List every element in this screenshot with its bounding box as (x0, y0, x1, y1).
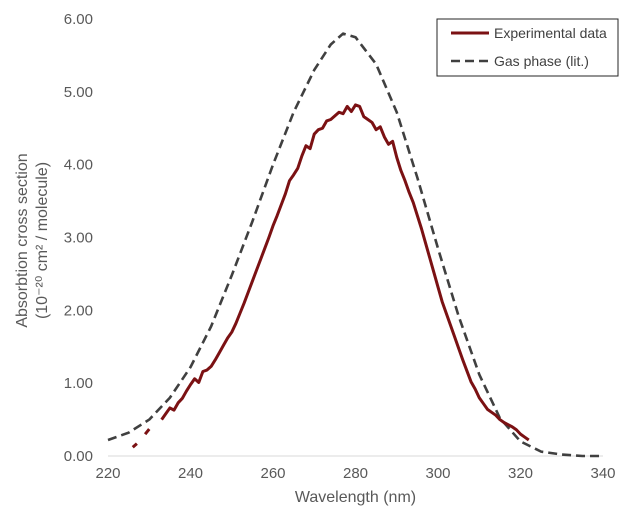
y-axis-title-line1: Absorbtion cross section (14, 153, 31, 327)
series-layer (107, 32, 603, 458)
y-tick-label: 0.00 (64, 448, 93, 465)
y-tick-label: 3.00 (64, 230, 93, 247)
y-tick-label: 1.00 (64, 375, 93, 392)
legend: Experimental data Gas phase (lit.) (436, 18, 619, 77)
y-axis-title: Absorbtion cross section (10⁻²⁰ cm² / mo… (14, 153, 51, 327)
y-tick-label: 5.00 (64, 84, 93, 101)
y-tick-label: 4.00 (64, 157, 93, 174)
gas-phase-line (107, 32, 603, 458)
x-tick-label: 260 (260, 465, 285, 482)
y-tick-labels: 0.00 1.00 2.00 3.00 4.00 5.00 6.00 (64, 11, 93, 465)
y-tick-label: 2.00 (64, 302, 93, 319)
y-axis-title-line2: (10⁻²⁰ cm² / molecule) (34, 162, 51, 319)
legend-label-experimental: Experimental data (494, 25, 607, 41)
y-tick-label: 6.00 (64, 11, 93, 28)
x-tick-label: 280 (343, 465, 368, 482)
legend-label-gas-phase: Gas phase (lit.) (494, 53, 589, 69)
experimental-data-line (131, 103, 530, 449)
x-axis-title: Wavelength (nm) (295, 489, 416, 506)
x-tick-label: 320 (508, 465, 533, 482)
x-tick-label: 220 (95, 465, 120, 482)
x-tick-label: 300 (425, 465, 450, 482)
x-tick-label: 340 (590, 465, 615, 482)
x-tick-labels: 220 240 260 280 300 320 340 (95, 465, 615, 482)
legend-box (436, 18, 619, 77)
x-tick-label: 240 (178, 465, 203, 482)
